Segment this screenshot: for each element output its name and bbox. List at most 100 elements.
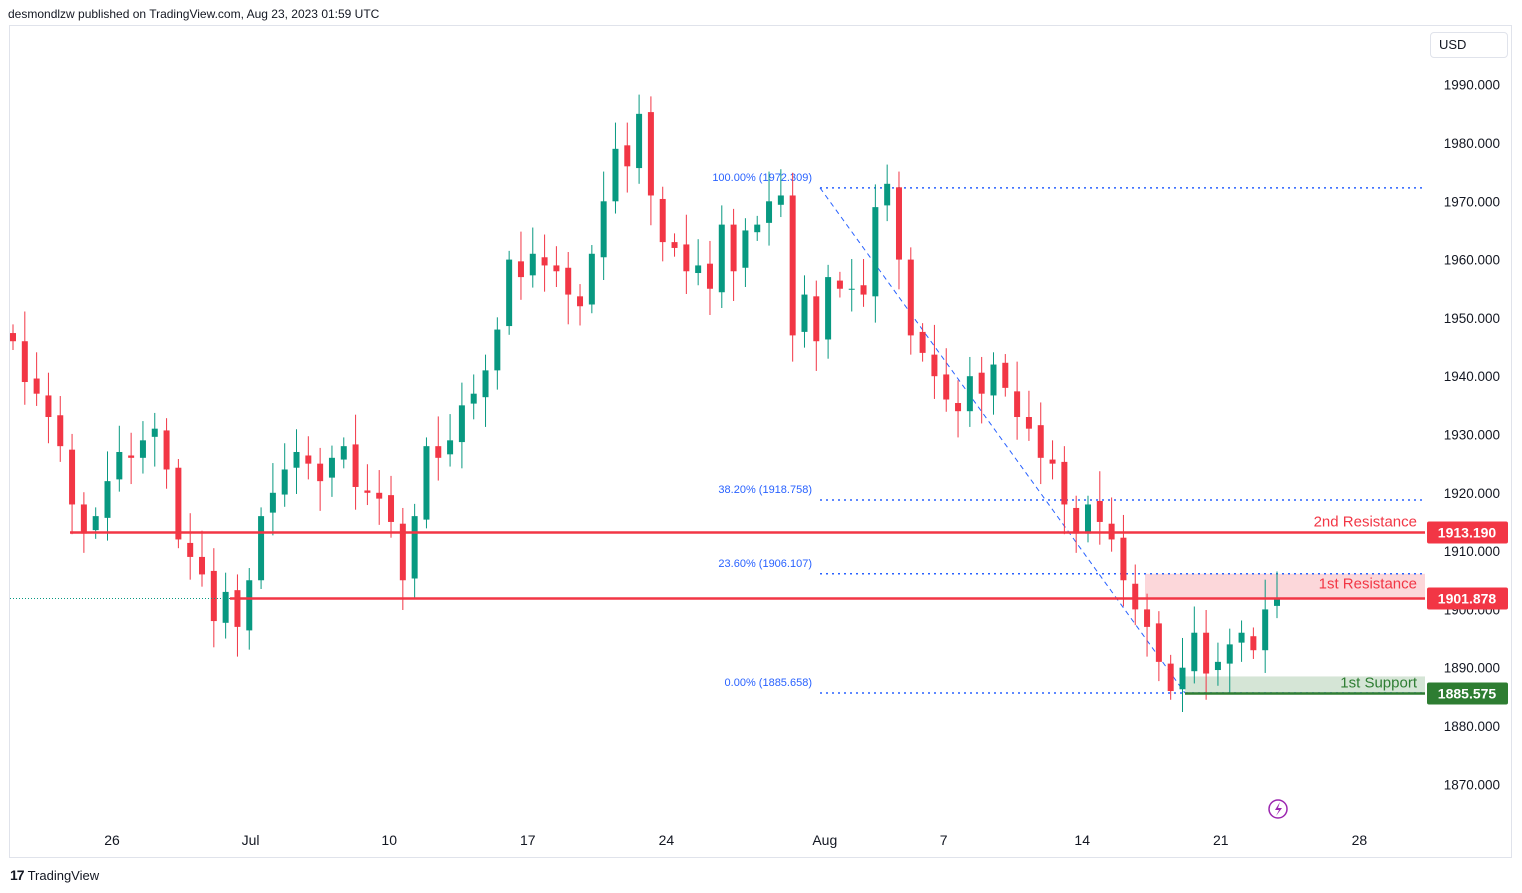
candle-body: [447, 440, 454, 455]
bullish-candle: [872, 184, 879, 323]
bearish-candle: [860, 259, 867, 307]
candle-body: [636, 113, 643, 169]
bullish-candle: [754, 215, 761, 241]
candle-body: [718, 224, 725, 293]
candle-body: [317, 463, 324, 482]
candle-body: [222, 591, 229, 623]
candle-body: [352, 444, 359, 487]
candle-body: [364, 490, 371, 493]
y-tick-label: 1970.000: [1444, 194, 1500, 209]
level-price-badge-text: 1885.575: [1438, 685, 1497, 701]
candle-body: [1262, 609, 1269, 651]
candle-body: [234, 590, 241, 627]
y-tick-label: 1930.000: [1444, 428, 1500, 443]
tradingview-logo[interactable]: 17 TradingView: [10, 866, 99, 884]
lightning-icon[interactable]: [1268, 799, 1288, 819]
y-tick-label: 1890.000: [1444, 661, 1500, 676]
y-tick-label: 1950.000: [1444, 311, 1500, 326]
candle-body: [1073, 507, 1080, 534]
bearish-candle: [706, 240, 713, 315]
candle-body: [730, 224, 737, 272]
bearish-candle: [1073, 495, 1080, 553]
bearish-candle: [10, 324, 16, 350]
bearish-candle: [624, 122, 631, 193]
candle-body: [1203, 632, 1210, 674]
bearish-candle: [683, 214, 690, 294]
candle-body: [541, 257, 548, 266]
candle-body: [92, 516, 99, 531]
bearish-candle: [187, 513, 194, 580]
x-tick-label: 17: [520, 832, 536, 848]
candle-body: [45, 395, 52, 418]
bearish-candle: [730, 208, 737, 301]
bearish-candle: [352, 414, 359, 510]
candle-body: [494, 329, 501, 371]
candle-body: [1049, 459, 1056, 464]
candle-body: [813, 296, 820, 342]
bearish-candle: [659, 186, 666, 262]
candle-body: [1014, 391, 1021, 418]
bullish-candle: [742, 218, 749, 288]
candle-body: [907, 259, 914, 336]
bearish-candle: [907, 247, 914, 355]
level-price-badge: [1427, 587, 1508, 610]
candle-body: [470, 393, 477, 404]
candle-body: [600, 201, 607, 258]
bearish-candle: [541, 234, 548, 292]
x-tick-label: Aug: [812, 832, 837, 848]
bullish-candle: [104, 451, 111, 541]
bullish-candle: [801, 275, 808, 348]
bearish-candle: [647, 96, 654, 226]
bearish-candle: [364, 464, 371, 506]
bullish-candle: [884, 164, 891, 222]
candle-body: [683, 244, 690, 272]
x-tick-label: Jul: [242, 832, 260, 848]
level-price-badge: [1427, 521, 1508, 544]
candle-body: [931, 354, 938, 377]
y-tick-label: 1960.000: [1444, 253, 1500, 268]
bearish-candle: [21, 311, 28, 405]
candle-body: [33, 378, 40, 394]
candle-body: [104, 481, 111, 518]
candle-body: [577, 296, 584, 307]
y-tick-label: 1990.000: [1444, 78, 1500, 93]
bullish-candle: [1262, 579, 1269, 673]
candle-body: [376, 492, 383, 499]
bullish-candle: [258, 507, 265, 589]
bullish-candle: [423, 437, 430, 529]
bullish-candle: [1191, 606, 1198, 684]
x-tick-label: 7: [940, 832, 948, 848]
x-tick-label: 14: [1074, 832, 1090, 848]
bearish-candle: [1144, 593, 1151, 657]
bearish-candle: [1061, 446, 1068, 535]
zone-1st-support: [1185, 676, 1425, 694]
candle-body: [1084, 504, 1091, 534]
fib-trend-line: [819, 187, 1186, 694]
currency-button[interactable]: USD: [1430, 32, 1508, 58]
x-tick-label: 10: [381, 832, 397, 848]
candle-body: [884, 183, 891, 206]
bearish-candle: [388, 475, 395, 538]
bearish-candle: [376, 470, 383, 525]
candle-body: [647, 112, 654, 196]
bearish-candle: [199, 530, 206, 587]
bullish-candle: [1214, 642, 1221, 686]
candle-body: [860, 285, 867, 295]
candle-body: [836, 280, 843, 289]
y-tick-label: 1940.000: [1444, 369, 1500, 384]
y-tick-label: 1910.000: [1444, 544, 1500, 559]
bearish-candle: [1203, 609, 1210, 700]
bearish-candle: [305, 436, 312, 480]
candle-body: [943, 374, 950, 400]
y-tick-label: 1870.000: [1444, 777, 1500, 792]
bullish-candle: [1179, 637, 1186, 713]
candle-body: [978, 372, 985, 394]
candle-body: [659, 198, 666, 243]
level-layer: 2nd Resistance 1st Resistance 1st Support: [10, 514, 1425, 695]
bearish-candle: [978, 356, 985, 424]
y-tick-label: 1980.000: [1444, 136, 1500, 151]
candle-body: [848, 288, 855, 290]
bearish-candle: [1037, 402, 1044, 485]
bearish-candle: [33, 352, 40, 406]
